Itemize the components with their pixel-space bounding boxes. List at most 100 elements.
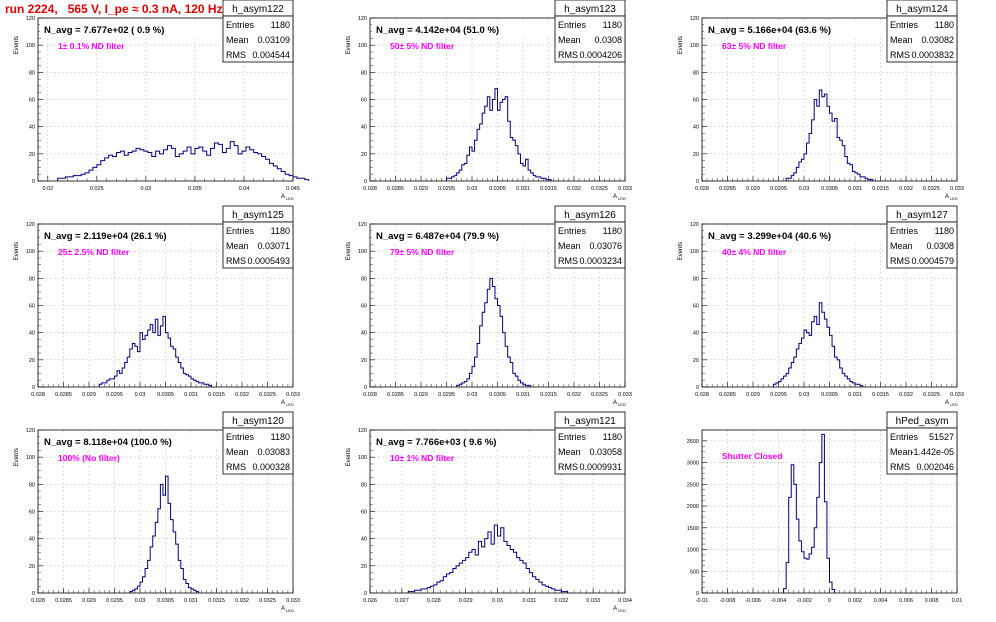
x-tick-label: 0.029 [414,392,428,398]
y-tick-label: 0 [364,385,367,391]
stats-label: Mean [558,35,581,45]
y-tick-label: 2000 [687,504,699,510]
y-tick-label: 40 [361,331,367,337]
x-tick-label: 0.029 [414,186,428,192]
x-tick-label: 0.045 [286,186,300,192]
x-tick-label: 0.002 [848,598,862,604]
stats-label: Mean [890,35,913,45]
stats-histogram-name: h_asym126 [564,210,616,221]
y-tick-label: 20 [693,358,699,364]
filter-annotation: 79± 5% ND filter [390,247,455,257]
y-tick-label: 20 [361,358,367,364]
stats-value: 1180 [935,20,954,30]
y-tick-label: 20 [361,152,367,158]
stats-label: Entries [226,432,255,442]
x-tick-label: 0.02 [42,186,53,192]
y-tick-label: 40 [29,331,35,337]
y-tick-label: 0 [32,385,35,391]
chart-title: N_avg = 7.766e+03 ( 9.6 %) [376,437,496,448]
x-tick-label: 0.035 [188,186,202,192]
stats-histogram-name: h_asym123 [564,4,616,15]
stats-label: Mean [226,447,249,457]
y-tick-label: 40 [693,331,699,337]
chart-title: N_avg = 4.142e+04 (51.0 %) [376,25,499,36]
title-box [704,229,884,243]
x-tick-label: 0.0285 [387,392,404,398]
x-axis-label: A [945,400,949,406]
y-tick-label: 60 [361,510,367,516]
stats-histogram-name: h_asym120 [232,416,284,427]
x-tick-label: 0.032 [235,392,249,398]
stats-label: Entries [890,20,919,30]
stats-label: RMS [890,50,910,60]
stats-value: 0.03082 [921,35,954,45]
title-box [372,435,552,449]
histogram-line [783,433,836,593]
x-tick-label: 0.0325 [259,392,276,398]
x-tick-label: 0.028 [363,186,377,192]
y-tick-label: 0 [696,591,699,597]
x-tick-label: 0.028 [31,598,45,604]
y-tick-label: 60 [29,98,35,104]
stats-value: 0.03058 [589,447,622,457]
chart-title: N_avg = 8.118e+04 (100.0 %) [44,437,172,448]
y-tick-label: 80 [29,276,35,282]
stats-value: 0.03071 [257,241,290,251]
y-tick-label: 80 [693,276,699,282]
y-axis-label: Events [14,36,20,54]
stats-label: RMS [226,256,246,266]
chart-h_asym122: Events 0 20 40 60 80 100 120 0.02 0.025 0.03 0.035 0… [14,0,310,201]
x-tick-label: 0.032 [899,186,913,192]
stats-box [554,15,626,63]
title-box [704,23,884,37]
x-tick-label: 0.008 [925,598,939,604]
y-tick-label: 120 [358,222,367,228]
x-tick-label: 0.0315 [872,186,889,192]
x-axis-label-subscript: LED [286,608,294,613]
stats-label: Mean [226,35,249,45]
stats-value: 0.0005493 [247,256,290,266]
x-tick-label: 0.0285 [387,186,404,192]
x-tick-label: 0.0285 [719,186,736,192]
x-tick-label: 0.0305 [821,392,838,398]
x-tick-label: 0.032 [567,186,581,192]
x-tick-label: 0.029 [82,392,96,398]
stats-label: Entries [558,20,587,30]
x-tick-label: 0.031 [848,392,862,398]
x-tick-label: 0.03 [799,392,810,398]
y-tick-label: 0 [696,179,699,185]
y-tick-label: 80 [361,482,367,488]
chart-title: N_avg = 6.487e+04 (79.9 %) [376,231,499,242]
filter-annotation: 25± 2.5% ND filter [58,247,130,257]
stats-label: Mean [558,241,581,251]
x-axis-label-subscript: LED [286,196,294,201]
y-tick-label: 80 [693,70,699,76]
stats-histogram-name: hPed_asym [896,416,949,427]
filter-annotation: 10± 1% ND filter [390,453,455,463]
stats-histogram-name: h_asym121 [564,416,616,427]
x-tick-label: 0.0305 [489,392,506,398]
stats-value: 0.0009931 [579,462,622,472]
y-tick-label: 100 [26,455,35,461]
x-tick-label: 0.04 [239,186,250,192]
x-tick-label: 0.033 [286,392,300,398]
x-tick-label: 0.0315 [540,392,557,398]
y-axis-label: Events [346,36,352,54]
x-tick-label: 0.031 [522,598,536,604]
y-tick-label: 100 [358,249,367,255]
stats-box [222,221,294,269]
y-tick-label: 120 [358,16,367,22]
run-title: run 2224, 565 V, I_pe ≈ 0.3 nA, 120 Hz [5,2,223,16]
x-tick-label: 0.031 [184,392,198,398]
x-tick-label: 0.0325 [923,392,940,398]
title-box [372,23,552,37]
title-box [372,229,552,243]
stats-box [222,427,294,475]
x-tick-label: 0.033 [950,186,964,192]
chart-h_asym124: Events 0 20 40 60 80 100 120 0.028 0.0285 0.029 0.0… [678,0,964,201]
stats-value: 1180 [603,432,622,442]
x-tick-label: 0.033 [586,598,600,604]
chart-h_asym127: Events 0 20 40 60 80 100 120 0.028 0.0285 0.029 0.0… [678,205,964,407]
y-axis-label: Events [346,448,352,466]
y-tick-label: 40 [29,537,35,543]
